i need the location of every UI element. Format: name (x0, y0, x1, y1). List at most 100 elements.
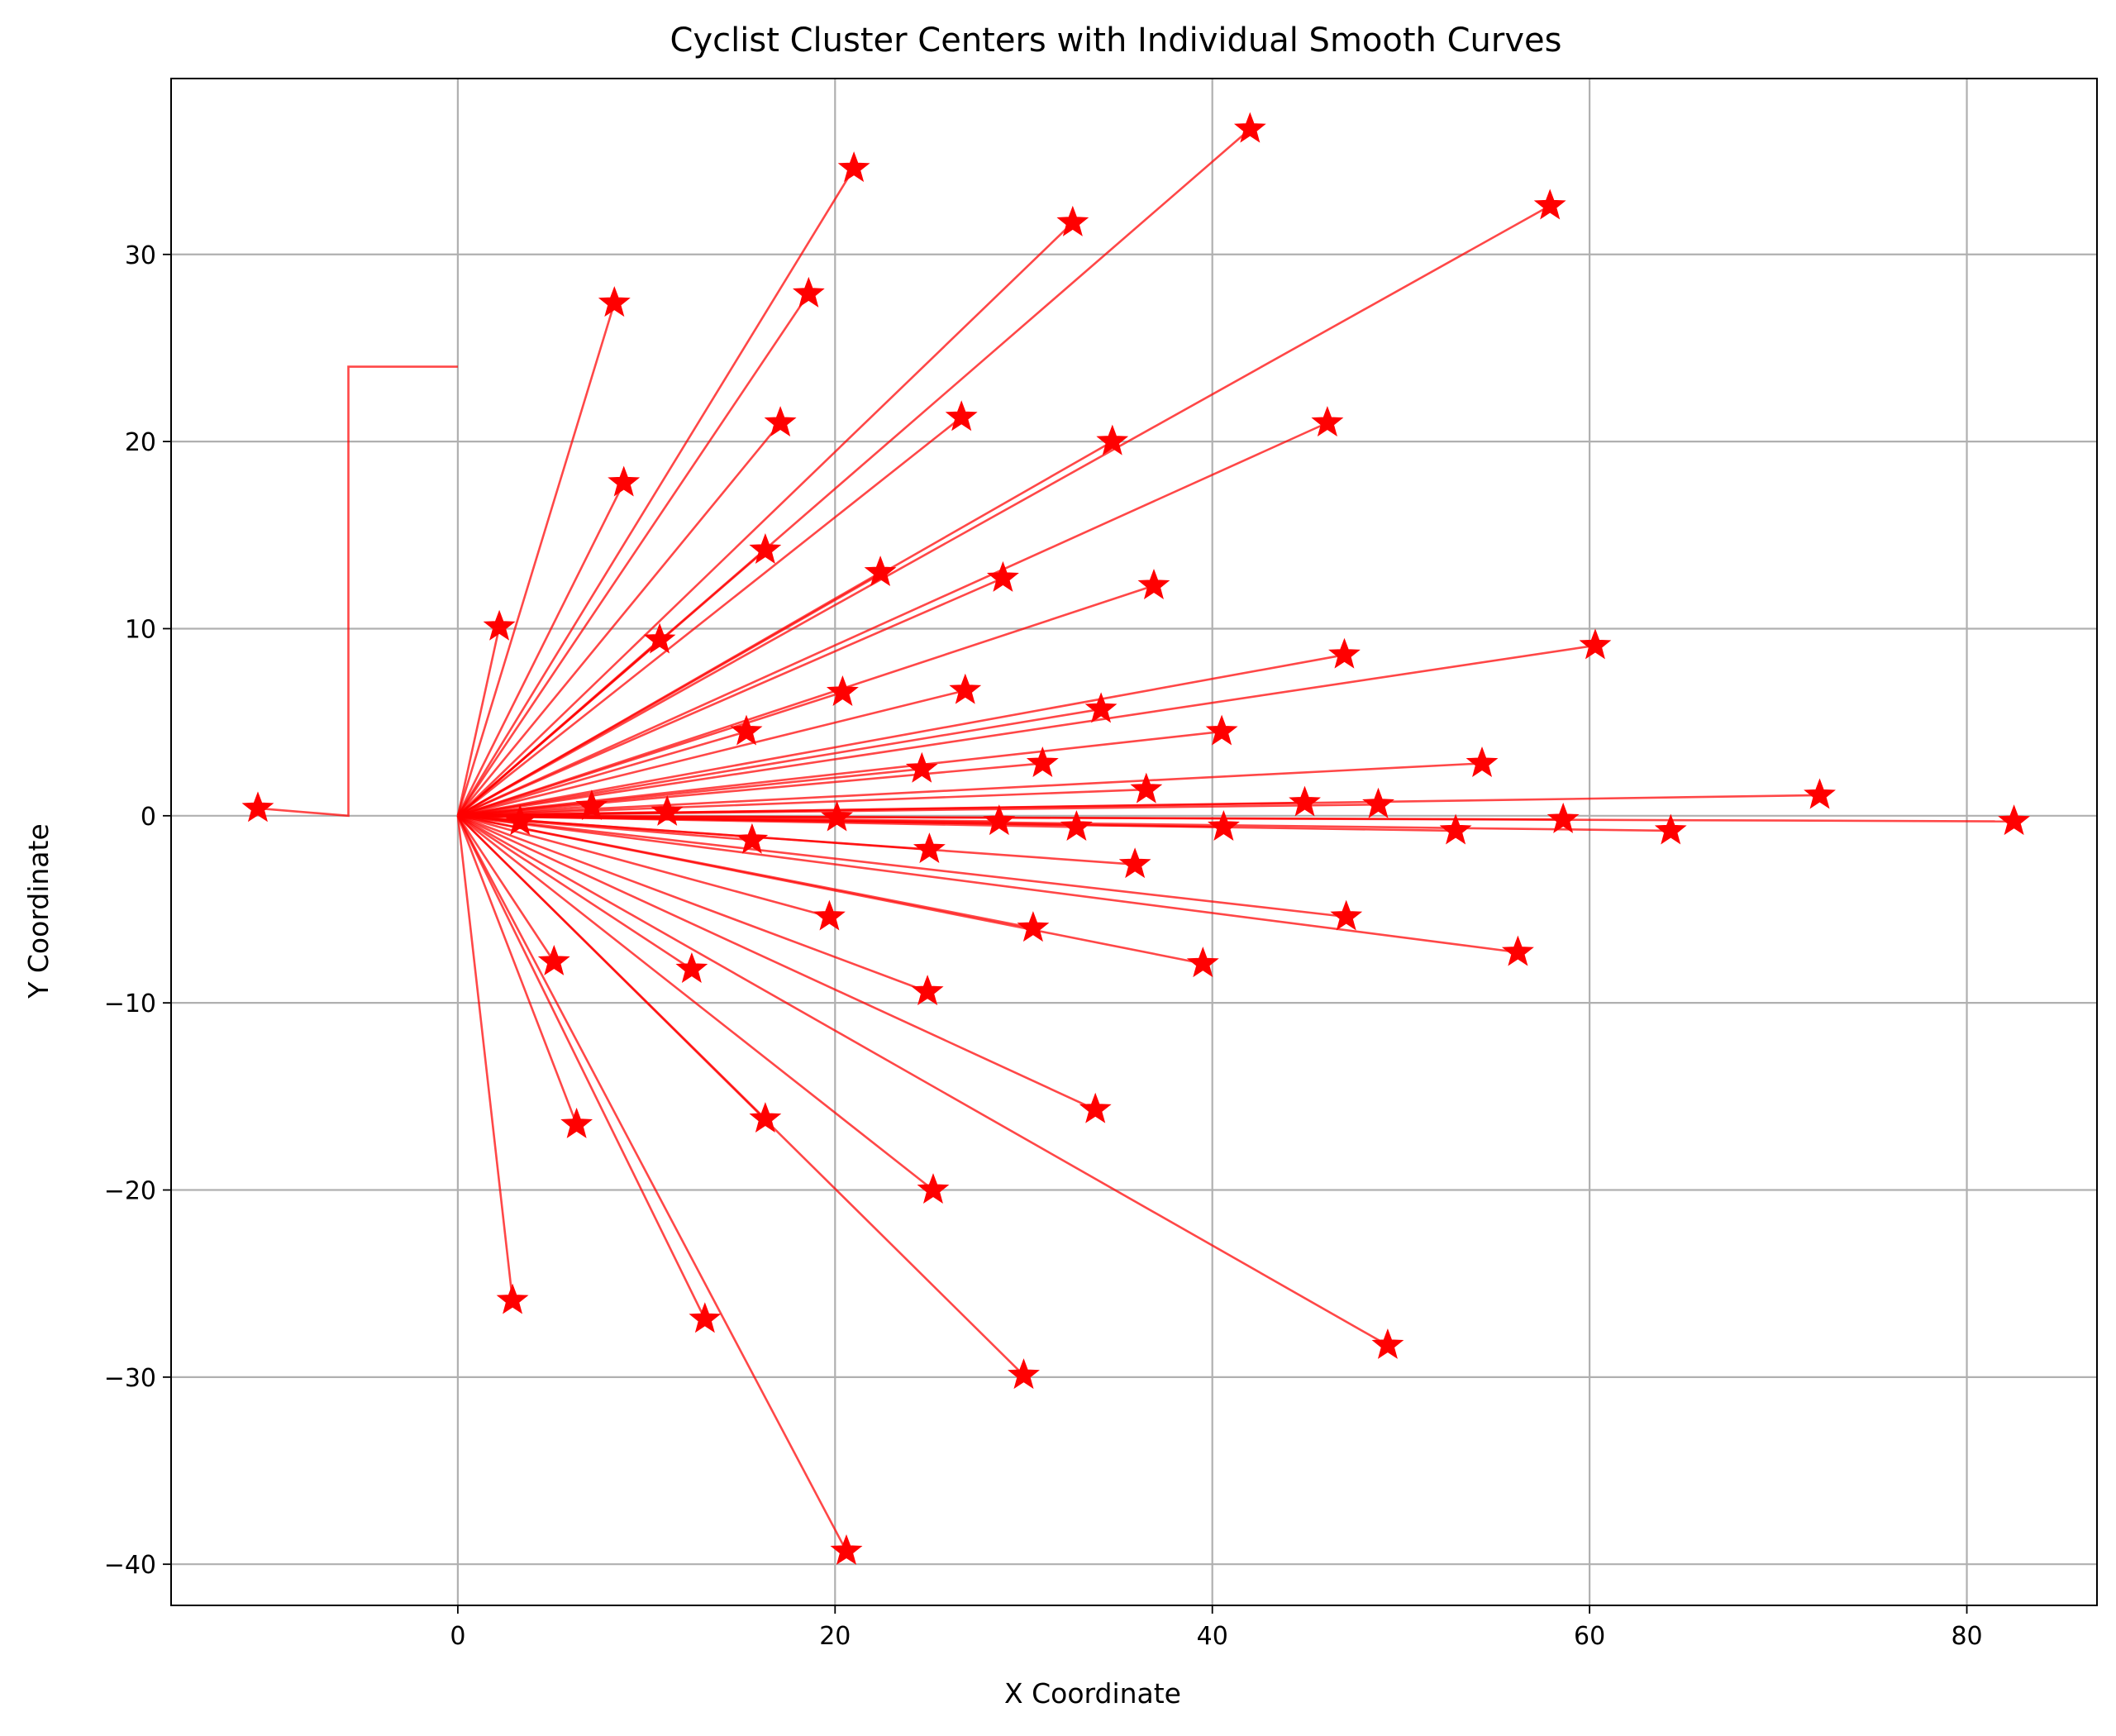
cluster-center-star-27 (1026, 746, 1059, 777)
cluster-path-53 (457, 814, 928, 993)
cluster-path-23 (457, 708, 1102, 818)
cluster-path-60 (456, 815, 706, 1320)
cluster-center-star-47 (813, 899, 846, 931)
cluster-center-star-39 (1207, 809, 1240, 841)
y-tick-label: −40 (104, 1551, 156, 1580)
cluster-path-4 (457, 204, 1551, 817)
cluster-path-29 (457, 788, 1146, 818)
cluster-center-star-34 (1362, 787, 1394, 818)
cluster-center-star-41 (1546, 802, 1580, 833)
cluster-center-star-15 (986, 560, 1019, 592)
cluster-center-star-54 (1186, 947, 1219, 978)
cluster-center-star-11 (1311, 406, 1344, 437)
cluster-center-star-53 (911, 975, 944, 1006)
series-lines (257, 128, 2014, 1552)
cluster-path-49 (457, 814, 1346, 918)
cluster-center-star-4 (1533, 188, 1566, 220)
cluster-center-star-23 (1084, 692, 1118, 723)
cluster-path-34 (457, 803, 1379, 818)
cluster-path-21 (457, 691, 843, 818)
y-tick-label: −10 (104, 990, 156, 1018)
cluster-center-star-12 (608, 465, 641, 497)
cluster-center-star-43 (1998, 804, 2031, 836)
cluster-center-star-16 (1137, 568, 1170, 599)
cluster-center-star-52 (675, 951, 708, 983)
cluster-center-star-48 (1017, 911, 1050, 942)
cluster-path-11 (457, 422, 1328, 817)
y-tick-label: −20 (104, 1177, 156, 1206)
cluster-path-54 (457, 814, 1203, 965)
cluster-center-star-42 (1654, 813, 1687, 845)
cluster-path-1 (456, 167, 855, 817)
cluster-path-58 (457, 814, 934, 1191)
cluster-center-star-38 (1060, 809, 1093, 841)
cluster-center-star-10 (1096, 424, 1129, 455)
cluster-center-star-40 (1439, 813, 1472, 845)
cluster-path-57 (457, 814, 1096, 1111)
cluster-center-star-56 (749, 1102, 782, 1133)
cluster-path-51 (456, 815, 555, 963)
cluster-center-star-25 (1205, 714, 1238, 746)
cluster-path-28 (457, 762, 1483, 818)
cluster-center-star-28 (1465, 746, 1499, 777)
cluster-center-star-44 (736, 823, 769, 854)
cluster-center-star-36 (821, 800, 853, 832)
cluster-center-star-13 (749, 532, 782, 564)
cluster-center-star-6 (598, 286, 631, 317)
x-tick-label: 80 (1951, 1622, 1982, 1651)
cluster-path-22 (457, 689, 966, 818)
cluster-center-star-31 (575, 789, 608, 821)
cluster-center-star-30 (1804, 778, 1836, 809)
grid (171, 79, 2097, 1605)
y-tick-label: 20 (125, 428, 156, 457)
cluster-path-19 (457, 653, 1345, 818)
cluster-path-18 (457, 639, 660, 817)
y-axis-ticks: −40 −30 −20 −10 0 10 20 30 (104, 241, 171, 1580)
x-axis-ticks: 0 20 40 60 80 (450, 1605, 1983, 1651)
y-tick-label: 30 (125, 241, 156, 270)
cluster-path-14 (457, 571, 881, 817)
cluster-center-star-60 (689, 1302, 722, 1333)
cluster-center-star-29 (1130, 772, 1163, 804)
cluster-center-star-46 (1118, 847, 1151, 879)
cluster-center-star-32 (651, 794, 684, 826)
cluster-center-star-18 (643, 622, 676, 654)
cluster-path-8 (456, 422, 782, 817)
cluster-center-star-50 (1501, 935, 1534, 966)
cluster-center-star-63 (830, 1533, 863, 1565)
cluster-path-12 (456, 482, 625, 817)
cluster-path-9 (457, 416, 963, 817)
cluster-center-star-45 (913, 832, 946, 864)
cluster-path-20 (457, 644, 1596, 818)
markers (241, 112, 2031, 1565)
cluster-center-star-58 (917, 1173, 950, 1204)
cluster-center-star-5 (792, 276, 825, 308)
cluster-path-6 (456, 303, 616, 817)
cluster-path-7 (257, 365, 458, 818)
cluster-center-star-14 (864, 556, 897, 587)
cluster-center-star-22 (949, 673, 982, 704)
axes-frame (170, 78, 2098, 1606)
chart-title: Cyclist Cluster Centers with Individual … (670, 21, 1562, 60)
cluster-center-star-2 (1233, 112, 1266, 143)
cluster-center-star-24 (730, 714, 763, 746)
cluster-center-star-19 (1328, 637, 1361, 669)
cluster-path-15 (457, 577, 1003, 817)
x-tick-label: 20 (819, 1622, 851, 1651)
cluster-center-star-21 (826, 675, 859, 706)
cluster-center-star-20 (1579, 628, 1612, 660)
cluster-path-55 (456, 815, 578, 1125)
cluster-center-star-51 (537, 944, 570, 975)
cluster-path-52 (457, 814, 693, 971)
cluster-center-star-59 (496, 1283, 529, 1314)
cluster-center-star-61 (1008, 1358, 1040, 1390)
cluster-center-star-17 (483, 609, 516, 641)
cluster-center-star-49 (1330, 899, 1363, 931)
cluster-path-3 (456, 222, 1074, 817)
x-tick-label: 0 (450, 1622, 465, 1651)
cluster-center-star-33 (1289, 785, 1321, 817)
x-axis-label: X Coordinate (1004, 1677, 1181, 1710)
cluster-path-62 (457, 814, 1389, 1347)
cluster-center-star-26 (905, 751, 938, 783)
